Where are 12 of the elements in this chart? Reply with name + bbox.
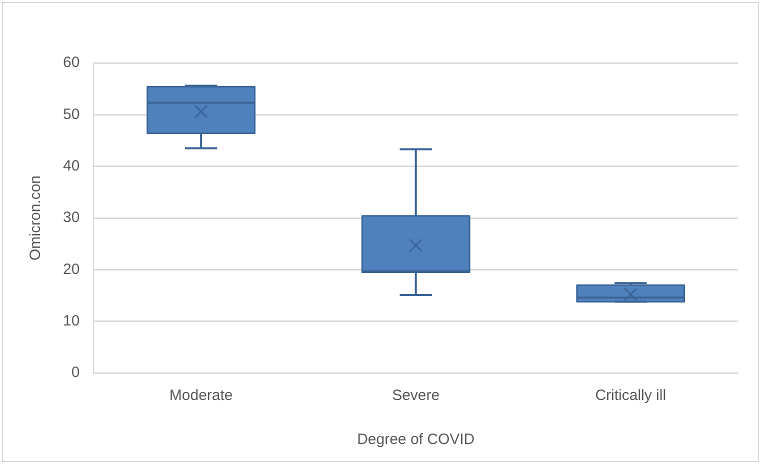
y-axis-title: Omicron.con [27, 175, 44, 261]
x-tick-label: Severe [392, 387, 440, 404]
y-tick-label: 30 [62, 209, 80, 226]
y-tick-label: 20 [62, 260, 80, 278]
x-axis-title: Degree of COVID [357, 431, 475, 448]
y-tick-label: 0 [71, 364, 80, 382]
x-tick-label: Moderate [169, 387, 233, 404]
y-tick-label: 40 [62, 157, 80, 174]
y-tick-label: 50 [62, 106, 80, 123]
x-tick-label: Critically ill [595, 387, 666, 404]
y-tick-label: 60 [62, 54, 80, 72]
y-tick-label: 10 [62, 312, 80, 330]
